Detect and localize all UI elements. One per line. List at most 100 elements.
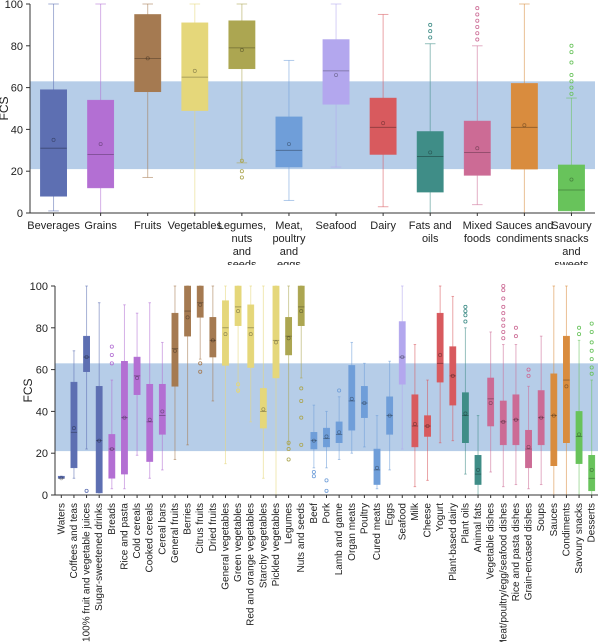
mean-marker bbox=[450, 373, 455, 378]
box-dried-fruits[interactable] bbox=[209, 285, 217, 402]
box-condiments[interactable] bbox=[563, 285, 570, 496]
outlier-point bbox=[589, 321, 594, 326]
box-green-vegetables[interactable] bbox=[234, 285, 242, 394]
outlier-point bbox=[577, 325, 582, 330]
box-body bbox=[510, 83, 538, 170]
box-rice-and-pasta-dishes[interactable] bbox=[512, 325, 520, 486]
box-grains[interactable] bbox=[87, 3, 115, 214]
box-coffees-and-teas[interactable] bbox=[70, 350, 78, 479]
box-cereal-bars[interactable] bbox=[158, 341, 166, 471]
box-body bbox=[416, 131, 444, 193]
box-desserts[interactable] bbox=[588, 321, 596, 496]
box-general-fruits[interactable] bbox=[171, 285, 179, 460]
mean-marker bbox=[160, 409, 165, 414]
box-body bbox=[424, 415, 431, 437]
box-lamb-and-game[interactable] bbox=[335, 388, 343, 460]
box-soups[interactable] bbox=[537, 335, 545, 486]
x-tick-label: Soups bbox=[536, 503, 547, 531]
outlier-point bbox=[286, 447, 291, 452]
box-red-and-orange-vegetables[interactable] bbox=[247, 285, 255, 423]
box-yogurt[interactable] bbox=[436, 285, 444, 444]
box-sauces-and-condiments[interactable] bbox=[510, 3, 538, 214]
mean-marker bbox=[569, 177, 574, 182]
box-dairy[interactable] bbox=[369, 13, 397, 208]
box-grain-encased-dishes[interactable] bbox=[525, 367, 532, 490]
box-body bbox=[499, 400, 507, 446]
box-body bbox=[588, 455, 596, 492]
x-tick-label: Berries bbox=[183, 503, 194, 535]
outlier-point bbox=[109, 344, 114, 349]
box-body bbox=[463, 120, 491, 176]
outlier-point bbox=[337, 388, 342, 393]
box-eggs[interactable] bbox=[386, 360, 394, 471]
box-body bbox=[525, 429, 532, 469]
box-waters[interactable] bbox=[57, 475, 65, 481]
box-plant-based-dairy[interactable] bbox=[449, 295, 457, 442]
outlier-point bbox=[569, 50, 574, 55]
outlier-point bbox=[463, 319, 468, 324]
box-legumes-nuts-and-seeds[interactable] bbox=[228, 3, 256, 180]
box-meat-poultry-egg-seafood-dishes[interactable] bbox=[499, 283, 507, 488]
box-fats-and-oils[interactable] bbox=[416, 22, 444, 214]
box-sugar-sweetened-drinks[interactable] bbox=[95, 302, 103, 494]
box-seafood[interactable] bbox=[322, 3, 350, 168]
box-body bbox=[411, 394, 419, 448]
box-plant-oils[interactable] bbox=[462, 304, 469, 475]
outlier-point bbox=[526, 373, 531, 378]
x-tick-label: sweets bbox=[554, 259, 589, 265]
box-nuts-and-seeds[interactable] bbox=[297, 285, 305, 447]
y-tick-label: 100 bbox=[5, 0, 23, 11]
box-body bbox=[512, 394, 520, 446]
y-axis-label: FCS bbox=[21, 379, 35, 403]
x-tick-label: Sauces and bbox=[495, 220, 553, 232]
box-savoury-snacks[interactable] bbox=[575, 325, 583, 496]
box-general-vegetables[interactable] bbox=[222, 285, 229, 465]
box-cured-meats[interactable] bbox=[373, 415, 381, 490]
box-body bbox=[398, 321, 406, 385]
box-citrus-fruits[interactable] bbox=[196, 285, 204, 374]
box-organ-meats[interactable] bbox=[348, 341, 356, 454]
box-legumes[interactable] bbox=[285, 285, 293, 462]
mean-marker bbox=[428, 150, 433, 155]
box-pork[interactable] bbox=[323, 410, 330, 493]
outlier-point bbox=[569, 43, 574, 48]
x-tick-label: and bbox=[280, 246, 298, 258]
outlier-point bbox=[475, 18, 480, 23]
box-meat-poultry-and-eggs[interactable] bbox=[275, 59, 303, 201]
mean-marker bbox=[192, 68, 197, 73]
box-mixed-foods[interactable] bbox=[463, 6, 491, 206]
box-poultry[interactable] bbox=[360, 362, 368, 448]
box-body bbox=[360, 386, 368, 418]
outlier-point bbox=[501, 311, 506, 316]
box-body bbox=[449, 346, 457, 406]
box-beverages[interactable] bbox=[40, 3, 67, 212]
box-fruits[interactable] bbox=[134, 3, 162, 178]
outlier-point bbox=[569, 85, 574, 90]
mean-marker bbox=[463, 411, 468, 416]
box-vegetables[interactable] bbox=[181, 3, 209, 214]
box-cooked-cereals[interactable] bbox=[146, 302, 154, 479]
box-body bbox=[121, 360, 128, 475]
box-vegetable-dishes[interactable] bbox=[487, 331, 495, 473]
box-berries[interactable] bbox=[184, 285, 192, 446]
outlier-point bbox=[513, 325, 518, 330]
outlier-point bbox=[475, 24, 480, 29]
x-tick-label: Legumes, bbox=[218, 220, 266, 232]
box-beef[interactable] bbox=[310, 404, 318, 479]
x-tick-label: General fruits bbox=[170, 503, 181, 563]
box-seafood[interactable] bbox=[398, 285, 406, 450]
x-tick-label: Vegetable dishes bbox=[486, 503, 497, 579]
box-animal-fats[interactable] bbox=[474, 415, 482, 496]
mean-marker bbox=[476, 467, 480, 472]
box-100-fruit-and-vegetable-juices[interactable] bbox=[83, 285, 90, 493]
outlier-point bbox=[311, 474, 316, 479]
box-cold-cereals[interactable] bbox=[133, 312, 141, 456]
outlier-point bbox=[299, 442, 304, 447]
box-breads[interactable] bbox=[108, 344, 116, 490]
box-starchy-vegetables[interactable] bbox=[259, 285, 267, 479]
box-cheese[interactable] bbox=[424, 379, 431, 481]
box-milk[interactable] bbox=[411, 344, 419, 488]
box-sauces[interactable] bbox=[550, 285, 558, 496]
mean-marker bbox=[145, 56, 150, 61]
box-rice-and-pasta[interactable] bbox=[121, 304, 128, 490]
